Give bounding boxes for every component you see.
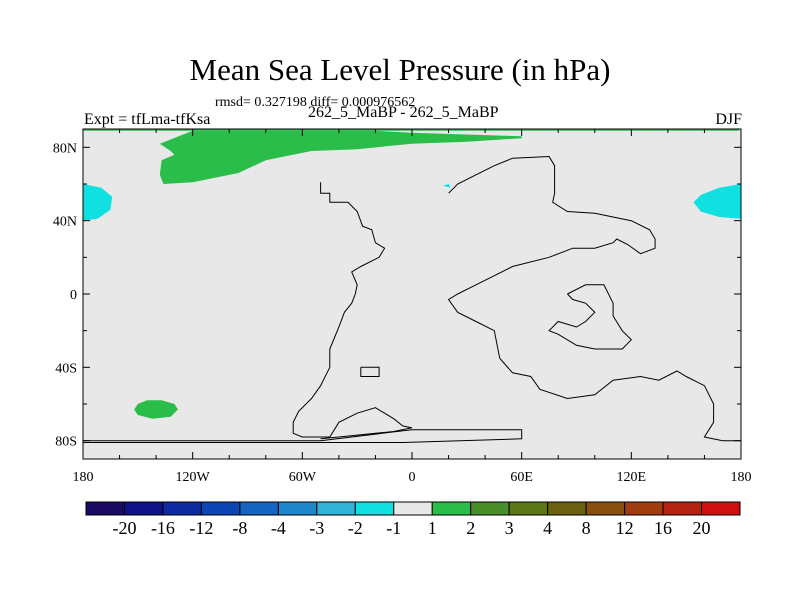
coastline-small-island <box>360 366 380 377</box>
stats-label: rmsd= 0.327198 diff= 0.000976562 <box>215 95 416 110</box>
colorbar-swatch <box>431 501 472 516</box>
map-area <box>83 129 741 459</box>
coastline-south-margin <box>499 357 741 442</box>
colorbar-label: -2 <box>348 518 363 538</box>
y-tick-label: 80S <box>55 435 77 450</box>
y-tick-label: 0 <box>70 288 77 303</box>
colorbar-swatch <box>585 501 626 516</box>
case-label: 262_5_MaBP - 262_5_MaBP <box>308 104 499 121</box>
colorbar-swatch <box>393 501 433 516</box>
colorbar-swatch <box>547 501 587 516</box>
colorbar-swatch <box>701 501 741 516</box>
coastline-laurentia-west <box>292 182 413 440</box>
colorbar-swatch <box>316 501 356 516</box>
colorbar-swatch <box>508 501 549 516</box>
region-north-pacific-green <box>159 130 522 184</box>
region-south-pacific-green <box>134 400 178 419</box>
colorbar-swatch <box>354 501 395 516</box>
x-tick-label: 60W <box>289 470 317 485</box>
colorbar-label: 12 <box>616 518 634 538</box>
colorbar-label: -8 <box>232 518 247 538</box>
x-tick-label: 120W <box>176 470 211 485</box>
experiment-label: Expt = tfLma-tfKsa <box>84 111 211 128</box>
colorbar-label: 8 <box>582 518 591 538</box>
colorbar-swatch <box>123 501 164 516</box>
y-tick-label: 80N <box>53 141 77 156</box>
colorbar-label: 16 <box>654 518 672 538</box>
colorbar: -20 -16 -12 -8 -4 -3 -2 -1 1 2 3 4 8 12 16 20 <box>85 501 741 538</box>
colorbar-label: 1 <box>428 518 437 538</box>
colorbar-label: 20 <box>693 518 711 538</box>
colorbar-swatch <box>624 501 664 516</box>
colorbar-label: 3 <box>505 518 514 538</box>
colorbar-label: 4 <box>543 518 552 538</box>
colorbar-label: -1 <box>386 518 401 538</box>
colorbar-swatch <box>85 501 125 516</box>
region-cyan-patch-west <box>83 184 113 221</box>
region-cyan-patch-east <box>693 184 741 219</box>
colorbar-swatch <box>162 501 202 516</box>
colorbar-swatch <box>239 501 279 516</box>
coastline-north-outline <box>447 155 656 359</box>
colorbar-label: -4 <box>271 518 286 538</box>
region-cyan-speck <box>443 184 451 188</box>
colorbar-swatch <box>470 501 510 516</box>
axes: 180 120W 60W 0 60E 120E 180 80N 40N 0 40S 80S <box>53 128 752 485</box>
colorbar-label: 2 <box>466 518 475 538</box>
coastline-inner-ring <box>548 284 633 350</box>
x-tick-label: 180 <box>73 470 94 485</box>
colorbar-swatch <box>200 501 241 516</box>
chart-title: Mean Sea Level Pressure (in hPa) <box>189 52 611 87</box>
y-tick-label: 40N <box>53 215 77 230</box>
x-tick-label: 120E <box>617 470 647 485</box>
colorbar-label: -20 <box>112 518 136 538</box>
coastline-south-pole-line <box>83 429 523 443</box>
colorbar-swatch <box>662 501 703 516</box>
colorbar-label: -12 <box>189 518 213 538</box>
x-tick-label: 0 <box>409 470 416 485</box>
x-tick-label: 180 <box>731 470 752 485</box>
colorbar-label: -16 <box>151 518 175 538</box>
colorbar-label: -3 <box>309 518 324 538</box>
colorbar-swatch <box>277 501 318 516</box>
x-tick-label: 60E <box>510 470 533 485</box>
map-background <box>83 129 741 459</box>
season-label: DJF <box>715 111 742 128</box>
y-tick-label: 40S <box>55 361 77 376</box>
